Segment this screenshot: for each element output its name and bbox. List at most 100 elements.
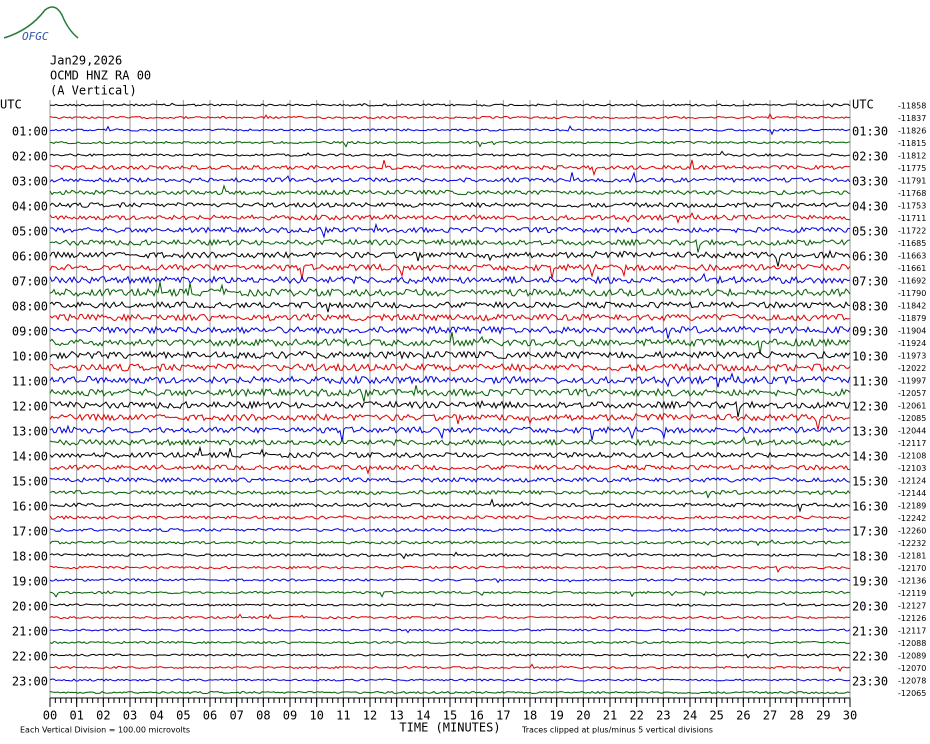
trace [49,613,850,620]
trace [49,489,851,499]
trace [49,590,851,598]
left-time-label: 18:00 [12,550,48,564]
trace [49,238,851,253]
trace [49,498,851,513]
offset-label: -12170 [898,564,926,573]
left-time-label: 22:00 [12,650,48,664]
left-time-label: 21:00 [12,625,48,639]
left-time-label: 12:00 [12,400,48,414]
offset-label: -11768 [898,189,926,198]
offset-label: -12126 [898,614,926,623]
offset-label: -11791 [898,177,926,186]
offset-label: -12057 [898,389,926,398]
offset-label: -11879 [898,314,926,323]
offset-label: -11722 [898,227,926,236]
trace [49,539,851,547]
offset-label: -12127 [898,602,926,611]
offset-label: -12117 [898,627,926,636]
right-time-label: 18:30 [852,550,888,564]
x-tick-label: 18 [523,709,537,723]
offset-label: -11685 [898,239,926,248]
x-tick-label: 30 [843,709,857,723]
offset-label: -12044 [898,427,926,436]
right-time-label: 23:30 [852,675,888,689]
offset-label: -11711 [898,214,926,223]
offset-label: -12078 [898,677,926,686]
right-time-label: 16:30 [852,500,888,514]
left-time-label: 10:00 [12,350,48,364]
offset-label: -12144 [898,489,926,498]
right-time-label: 20:30 [852,600,888,614]
left-time-label: 15:00 [12,475,48,489]
trace [49,159,851,177]
right-time-label: 06:30 [852,250,888,264]
left-time-label: 06:00 [12,250,48,264]
trace [49,464,851,475]
title-line: (A Vertical) [50,84,137,98]
left-time-label: 13:00 [12,425,48,439]
offset-label: -12061 [898,402,926,411]
left-time-label: 23:00 [12,675,48,689]
left-time-label: 03:00 [12,175,48,189]
right-time-label: 03:30 [852,175,888,189]
offset-label: -12242 [898,514,926,523]
offset-label: -12089 [898,652,926,661]
trace [49,678,851,682]
right-time-label: 14:30 [852,450,888,464]
trace [49,140,851,148]
trace [49,212,851,225]
trace [49,385,851,402]
offset-label: -11842 [898,302,926,311]
offset-label: -12070 [898,664,926,673]
offset-label: -11904 [898,327,926,336]
trace [49,350,851,360]
trace [49,515,851,520]
trace [49,551,851,560]
x-tick-label: 25 [709,709,723,723]
trace [49,436,851,447]
x-tick-label: 26 [736,709,750,723]
offset-label: -12232 [898,539,926,548]
x-tick-label: 07 [229,709,243,723]
x-tick-label: 16 [469,709,483,723]
offset-label: -11753 [898,202,926,211]
x-tick-label: 04 [149,709,163,723]
x-tick-label: 29 [816,709,830,723]
x-tick-label: 14 [416,709,430,723]
x-tick-label: 08 [256,709,270,723]
trace [49,282,851,298]
right-time-label: 17:30 [852,525,888,539]
x-tick-label: 13 [389,709,403,723]
offset-label: -12117 [898,439,926,448]
offset-label: -12088 [898,639,926,648]
left-time-label: 16:00 [12,500,48,514]
x-tick-label: 09 [283,709,297,723]
x-tick-label: 24 [683,709,697,723]
offset-label: -12108 [898,452,926,461]
trace [49,690,851,695]
trace [49,424,851,442]
right-time-label: 10:30 [852,350,888,364]
trace [49,653,851,659]
offset-label: -11663 [898,252,926,261]
offset-label: -12260 [898,527,926,536]
left-time-label: 19:00 [12,575,48,589]
trace [49,300,851,313]
trace [49,372,851,388]
trace [49,628,851,634]
x-tick-label: 15 [443,709,457,723]
x-tick-label: 11 [336,709,350,723]
offset-label: -12119 [898,589,926,598]
right-time-label: 13:30 [852,425,888,439]
x-tick-label: 28 [789,709,803,723]
offset-label: -11826 [898,127,926,136]
left-time-label: 05:00 [12,225,48,239]
trace [49,602,851,607]
x-tick-label: 01 [69,709,83,723]
trace [49,184,851,196]
right-time-label: 05:30 [852,225,888,239]
x-tick-label: 21 [603,709,617,723]
x-axis-label: TIME (MINUTES) [399,721,500,735]
trace [49,150,851,157]
x-tick-label: 12 [363,709,377,723]
